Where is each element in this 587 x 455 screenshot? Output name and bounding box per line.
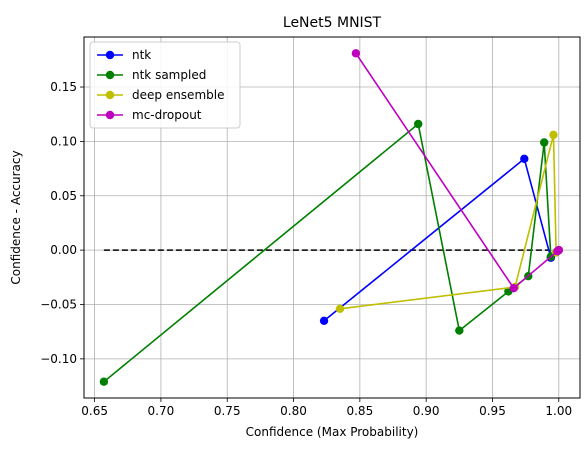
plot-frame	[83, 36, 581, 399]
series-layer	[99, 49, 563, 386]
series-mc-dropout	[351, 49, 563, 293]
y-tick-label: −0.10	[40, 352, 77, 366]
y-tick-label: −0.05	[40, 297, 77, 311]
legend: ntk ntk sampled deep ensemble mc-dropout	[89, 41, 241, 129]
data-point	[319, 316, 329, 325]
y-tick-label: 0.00	[50, 243, 77, 257]
y-axis-title: Confidence - Accuracy	[9, 150, 23, 284]
x-tick-label: 0.70	[148, 404, 175, 418]
legend-label: ntk sampled	[132, 68, 206, 82]
legend-swatch-marker	[105, 50, 115, 60]
data-point	[549, 130, 558, 140]
legend-label: mc-dropout	[132, 108, 202, 122]
y-axis-ticks: −0.10 −0.05 0.00 0.05 0.10 0.15	[40, 80, 84, 366]
legend-swatch-marker	[105, 90, 115, 100]
data-point	[520, 154, 529, 163]
x-tick-label: 0.75	[214, 404, 241, 418]
legend-box	[89, 41, 241, 129]
x-tick-label: 0.65	[81, 404, 108, 418]
x-tick-label: 0.90	[413, 404, 440, 418]
legend-item-ntk: ntk	[97, 48, 151, 62]
data-point	[351, 49, 361, 58]
chart-title: LeNet5 MNIST	[283, 15, 382, 31]
legend-swatch-marker	[105, 70, 115, 80]
data-point	[414, 119, 423, 129]
x-tick-label: 0.85	[346, 404, 373, 418]
x-tick-label: 0.95	[479, 404, 506, 418]
legend-label: ntk	[132, 48, 151, 62]
data-point	[539, 138, 549, 147]
y-tick-label: 0.05	[50, 189, 77, 203]
data-point	[455, 326, 464, 335]
data-point	[99, 377, 109, 386]
legend-item-ntk-sampled: ntk sampled	[97, 68, 206, 82]
x-axis-ticks: 0.65 0.70 0.75 0.80 0.85 0.90 0.95 1.00	[81, 398, 572, 418]
data-point	[554, 245, 563, 255]
data-point	[335, 304, 345, 314]
legend-item-deep-ensemble: deep ensemble	[97, 88, 224, 102]
legend-label: deep ensemble	[132, 88, 224, 102]
x-tick-label: 0.80	[280, 404, 307, 418]
x-tick-label: 1.00	[545, 404, 572, 418]
y-tick-label: 0.10	[50, 134, 77, 148]
legend-swatch-marker	[105, 110, 115, 120]
y-tick-label: 0.15	[50, 80, 77, 94]
data-point	[509, 283, 518, 293]
legend-item-mc-dropout: mc-dropout	[97, 108, 202, 122]
x-axis-title: Confidence (Max Probability)	[246, 425, 419, 439]
